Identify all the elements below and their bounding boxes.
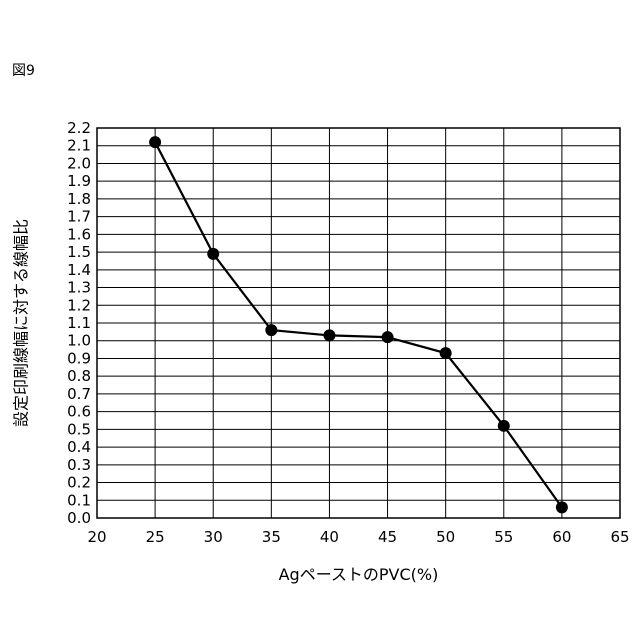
data-point	[207, 248, 219, 260]
x-tick-label: 40	[320, 528, 339, 546]
y-tick-label: 1.4	[67, 261, 91, 279]
y-tick-label: 1.0	[67, 332, 91, 350]
y-tick-label: 0.8	[67, 367, 91, 385]
x-tick-labels: 20 25 30 35 40 45 50 55 60 65	[87, 528, 629, 546]
x-tick-label: 55	[494, 528, 513, 546]
y-tick-label: 0.3	[67, 456, 91, 474]
data-point	[498, 420, 510, 432]
data-point	[149, 136, 161, 148]
y-tick-label: 1.9	[67, 172, 91, 190]
y-tick-label: 1.5	[67, 243, 91, 261]
data-point	[556, 501, 568, 513]
x-tick-label: 45	[378, 528, 397, 546]
x-tick-label: 60	[552, 528, 571, 546]
y-axis-title: 設定印刷線幅に対する線幅比	[12, 219, 31, 427]
series-layer	[149, 136, 568, 513]
y-tick-label: 1.7	[67, 208, 91, 226]
x-tick-label: 20	[87, 528, 106, 546]
x-tick-label: 30	[204, 528, 223, 546]
y-tick-label: 0.2	[67, 474, 91, 492]
y-tick-label: 0.9	[67, 349, 91, 367]
y-tick-label: 0.0	[67, 509, 91, 527]
y-tick-labels: 0.00.10.20.30.40.50.60.70.80.91.01.11.21…	[67, 119, 91, 527]
y-tick-label: 0.5	[67, 420, 91, 438]
data-point	[323, 329, 335, 341]
y-tick-label: 0.1	[67, 491, 91, 509]
y-tick-label: 1.3	[67, 279, 91, 297]
y-tick-label: 2.2	[67, 119, 91, 137]
x-tick-label: 35	[262, 528, 281, 546]
y-tick-label: 0.7	[67, 385, 91, 403]
y-tick-label: 1.2	[67, 296, 91, 314]
y-tick-label: 2.0	[67, 154, 91, 172]
data-point	[382, 331, 394, 343]
data-point	[440, 347, 452, 359]
data-point	[265, 324, 277, 336]
y-tick-label: 2.1	[67, 137, 91, 155]
x-tick-label: 50	[436, 528, 455, 546]
grid-lines	[97, 128, 620, 518]
x-axis-title: AgペーストのPVC(%)	[279, 565, 439, 584]
y-tick-label: 0.6	[67, 403, 91, 421]
y-tick-label: 1.1	[67, 314, 91, 332]
y-tick-label: 0.4	[67, 438, 91, 456]
series-line	[155, 142, 562, 507]
y-tick-label: 1.6	[67, 225, 91, 243]
x-tick-label: 25	[146, 528, 165, 546]
y-tick-label: 1.8	[67, 190, 91, 208]
x-tick-label: 65	[610, 528, 629, 546]
